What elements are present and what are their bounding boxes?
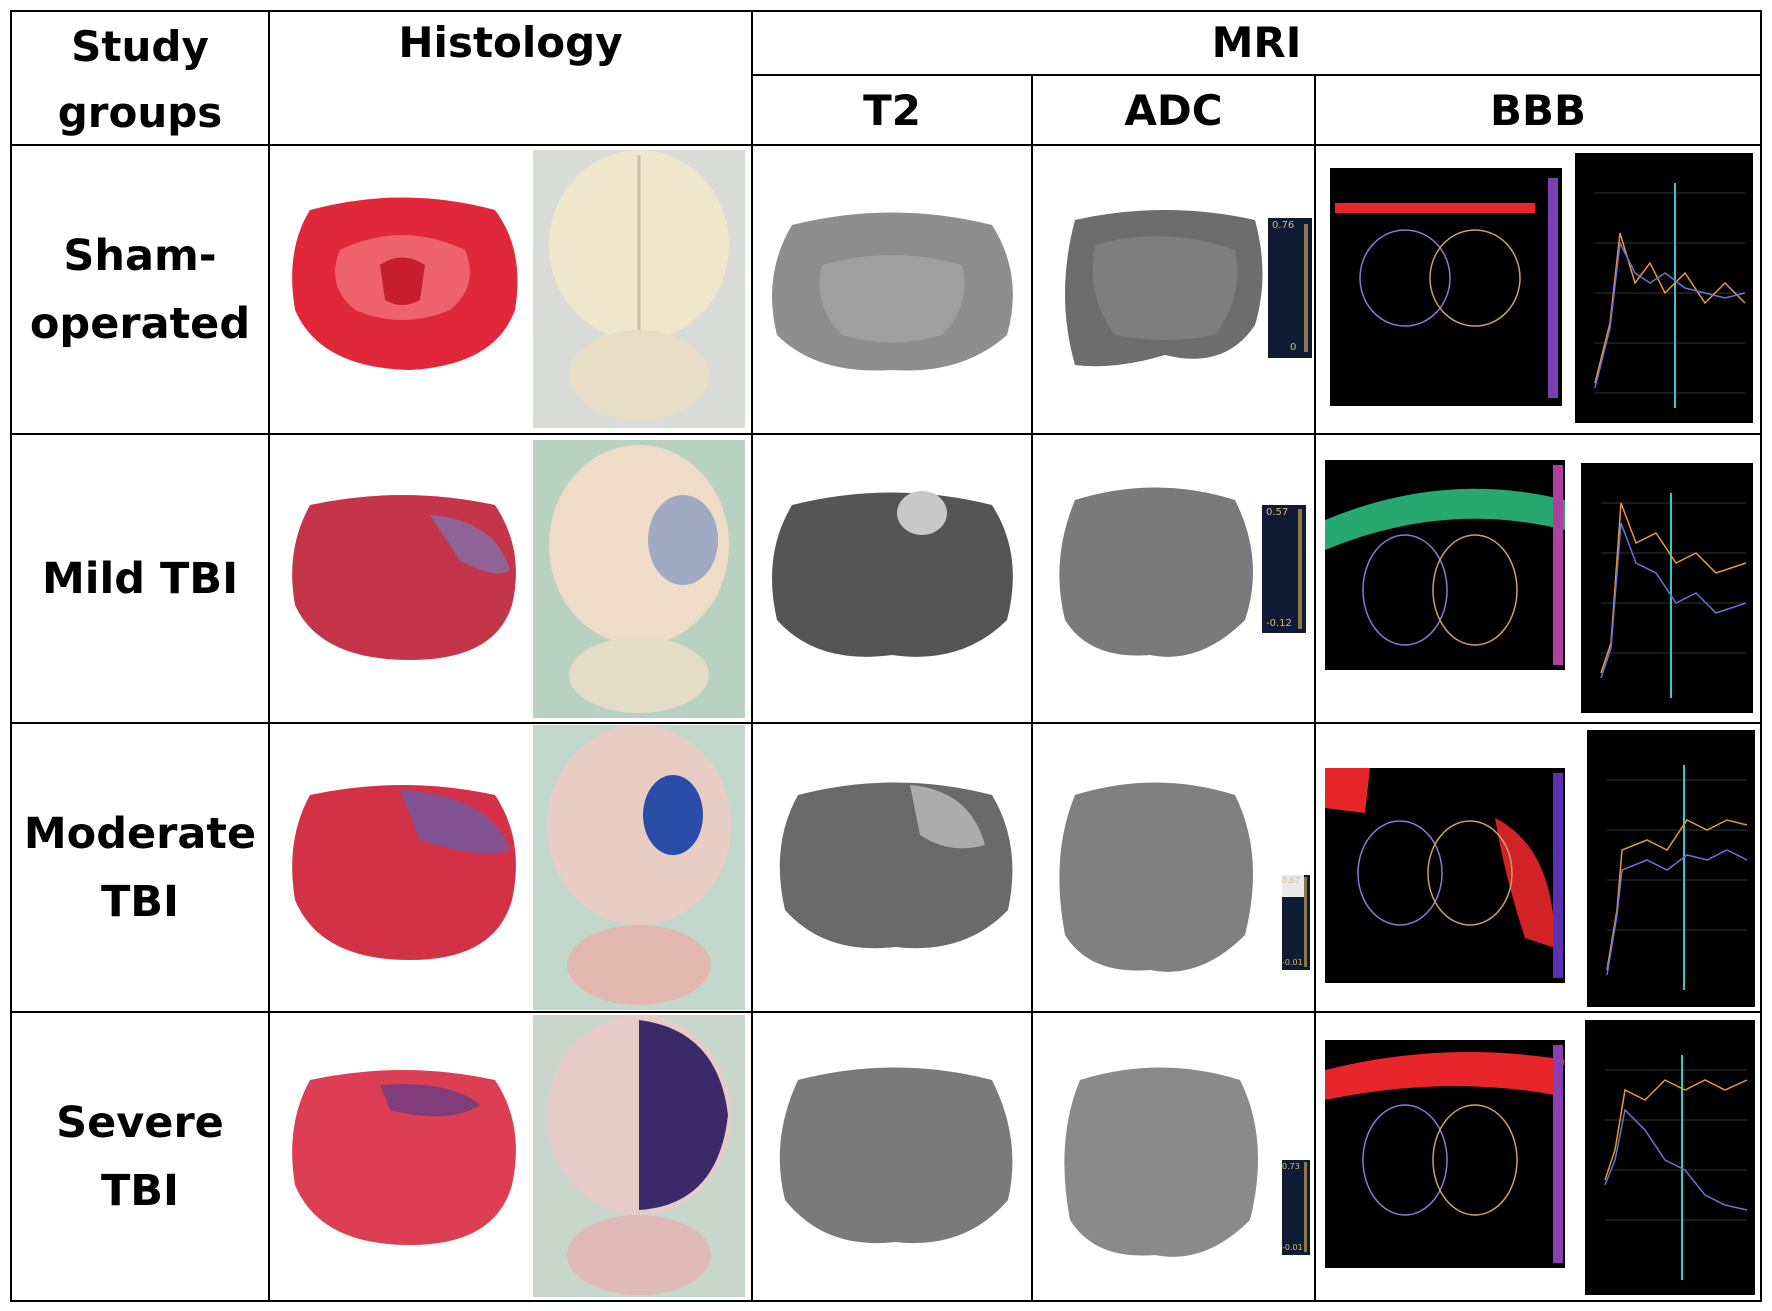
adc-colorbar-severe bbox=[1282, 1160, 1310, 1255]
adc-min-mild: -0.12 bbox=[1266, 618, 1292, 629]
dorsal-brain-moderate bbox=[533, 725, 745, 1010]
border-right bbox=[1760, 10, 1762, 1302]
divider-mri bbox=[751, 74, 1762, 76]
header-adc: ADC bbox=[1124, 86, 1223, 135]
border-top bbox=[10, 10, 1762, 12]
ttc-slice-moderate bbox=[280, 780, 525, 965]
dorsal-brain-sham bbox=[533, 150, 745, 428]
row-label-moderate: Moderate TBI bbox=[23, 808, 257, 927]
adc-min-sham: 0 bbox=[1290, 342, 1297, 353]
divider-v2 bbox=[751, 10, 753, 1302]
adc-min-moderate: -0.01 bbox=[1282, 958, 1303, 967]
border-bottom bbox=[10, 1300, 1762, 1302]
bbb-plot-severe bbox=[1585, 1020, 1755, 1295]
divider-row2 bbox=[10, 722, 1762, 724]
adc-colorbar-mild bbox=[1262, 505, 1306, 633]
adc-max-moderate: 0.67 bbox=[1282, 876, 1300, 885]
divider-row3 bbox=[10, 1011, 1762, 1013]
header-t2: T2 bbox=[863, 86, 921, 135]
t2-image-moderate bbox=[770, 775, 1020, 955]
adc-colorbar-sham bbox=[1268, 218, 1312, 358]
dorsal-brain-severe bbox=[533, 1015, 745, 1297]
bbb-map-severe bbox=[1325, 1040, 1565, 1268]
header-study-groups: Study groups bbox=[57, 22, 223, 137]
bbb-plot-sham bbox=[1575, 153, 1753, 423]
t2-image-mild bbox=[762, 485, 1022, 665]
bbb-map-moderate bbox=[1325, 768, 1565, 983]
adc-max-sham: 0.76 bbox=[1272, 220, 1295, 231]
ttc-slice-severe bbox=[280, 1065, 525, 1250]
adc-image-moderate bbox=[1050, 775, 1260, 975]
adc-max-mild: 0.57 bbox=[1266, 507, 1289, 518]
adc-colorbar-moderate bbox=[1282, 875, 1310, 970]
bbb-plot-mild bbox=[1581, 463, 1753, 713]
header-mri: MRI bbox=[1211, 18, 1302, 67]
header-bbb: BBB bbox=[1489, 86, 1587, 135]
adc-image-severe bbox=[1055, 1060, 1265, 1260]
header-histology: Histology bbox=[398, 18, 623, 67]
divider-header bbox=[10, 144, 1762, 146]
divider-row1 bbox=[10, 433, 1762, 435]
bbb-plot-moderate bbox=[1587, 730, 1755, 1007]
adc-image-sham bbox=[1055, 205, 1270, 380]
adc-min-severe: -0.01 bbox=[1282, 1243, 1303, 1252]
divider-v4 bbox=[1314, 76, 1316, 1302]
border-left bbox=[10, 10, 12, 1302]
row-label-mild: Mild TBI bbox=[41, 553, 239, 604]
t2-image-severe bbox=[770, 1060, 1020, 1250]
adc-max-severe: 0.73 bbox=[1282, 1162, 1300, 1171]
ttc-slice-sham bbox=[280, 190, 525, 375]
bbb-map-mild bbox=[1325, 460, 1565, 670]
row-label-sham: Sham- operated bbox=[29, 230, 251, 349]
divider-v3 bbox=[1031, 76, 1033, 1302]
ttc-slice-mild bbox=[280, 490, 525, 665]
dorsal-brain-mild bbox=[533, 440, 745, 718]
divider-v1 bbox=[268, 10, 270, 1302]
row-label-severe: Severe TBI bbox=[56, 1097, 224, 1216]
t2-image-sham bbox=[762, 205, 1022, 380]
adc-image-mild bbox=[1050, 480, 1260, 660]
bbb-map-sham bbox=[1330, 168, 1562, 406]
